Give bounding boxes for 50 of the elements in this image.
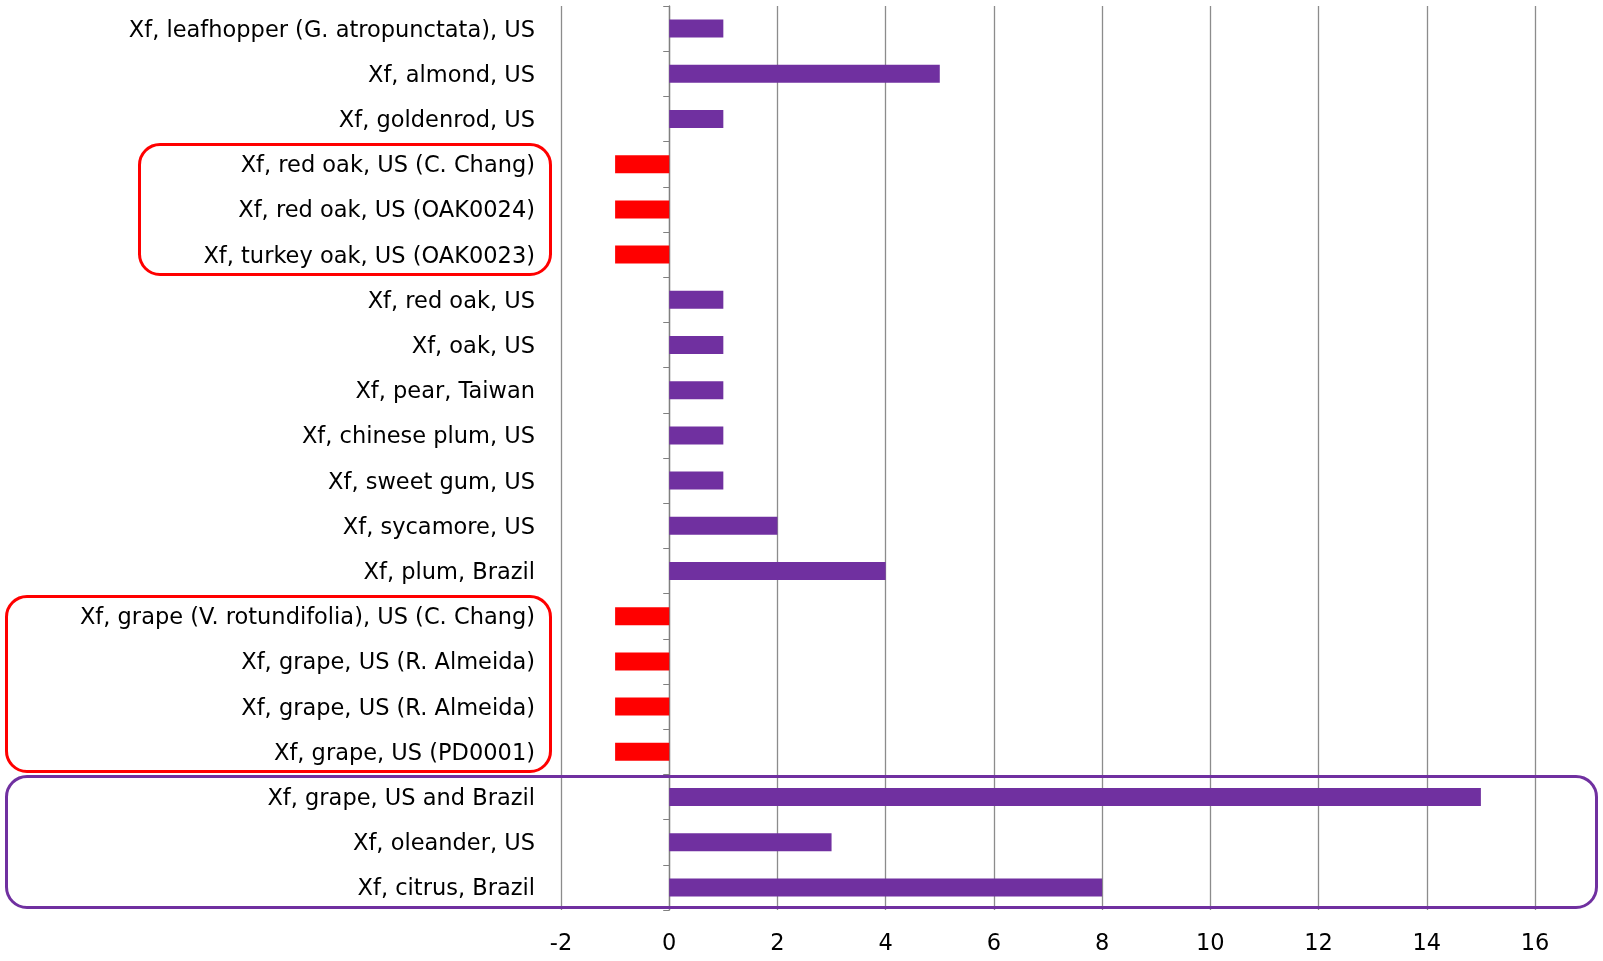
bar (669, 290, 724, 309)
bar (669, 878, 1103, 897)
bar (669, 833, 832, 852)
x-tick-label: 10 (1196, 928, 1225, 955)
bar (615, 245, 670, 264)
x-tick-label: 6 (986, 928, 1002, 955)
y-tick-label: Xf, red oak, US (C. Chang) (240, 151, 535, 178)
bar (615, 607, 670, 626)
y-tick-label: Xf, grape (V. rotundifolia), US (C. Chang) (79, 603, 535, 630)
y-tick-label: Xf, red oak, US (367, 286, 535, 313)
bar (669, 426, 724, 445)
x-tick-label: -2 (549, 928, 573, 955)
x-tick-label: 8 (1094, 928, 1110, 955)
bar (669, 471, 724, 490)
y-tick-label: Xf, sycamore, US (342, 512, 535, 539)
y-tick-label: Xf, oleander, US (353, 829, 535, 856)
y-tick-label: Xf, grape, US (R. Almeida) (241, 648, 535, 675)
bar (615, 200, 670, 219)
bar (669, 336, 724, 354)
x-tick-label: 0 (662, 928, 677, 955)
bar (669, 788, 1481, 806)
y-tick-label: Xf, plum, Brazil (363, 558, 535, 584)
bar (669, 110, 724, 128)
x-tick-label: 12 (1304, 928, 1333, 955)
y-tick-label: Xf, citrus, Brazil (357, 874, 535, 901)
y-tick-label: Xf, grape, US (PD0001) (273, 738, 535, 765)
bar (615, 155, 670, 174)
bar (669, 19, 724, 38)
y-tick-label: Xf, red oak, US (OAK0024) (238, 196, 535, 223)
y-tick-label: Xf, turkey oak, US (OAK0023) (203, 241, 535, 268)
y-tick-label: Xf, sweet gum, US (328, 467, 535, 494)
y-tick-label: Xf, almond, US (368, 60, 535, 87)
y-tick-label: Xf, leafhopper (G. atropunctata), US (128, 15, 535, 42)
bar (669, 64, 940, 83)
y-tick-label: Xf, grape, US and Brazil (267, 784, 535, 810)
bar (615, 697, 670, 716)
bar (615, 652, 670, 671)
x-tick-label: 2 (770, 928, 785, 955)
bar (669, 381, 724, 400)
bar (669, 562, 886, 580)
y-tick-label: Xf, goldenrod, US (338, 106, 535, 132)
bar (615, 742, 670, 761)
y-tick-label: Xf, oak, US (411, 332, 535, 358)
bar (669, 516, 778, 535)
y-tick-label: Xf, chinese plum, US (301, 422, 535, 449)
x-tick-label: 16 (1520, 928, 1550, 955)
y-tick-label: Xf, grape, US (R. Almeida) (241, 693, 535, 720)
x-tick-label: 14 (1412, 928, 1442, 955)
y-tick-label: Xf, pear, Taiwan (355, 377, 535, 404)
x-tick-label: 4 (878, 928, 893, 955)
